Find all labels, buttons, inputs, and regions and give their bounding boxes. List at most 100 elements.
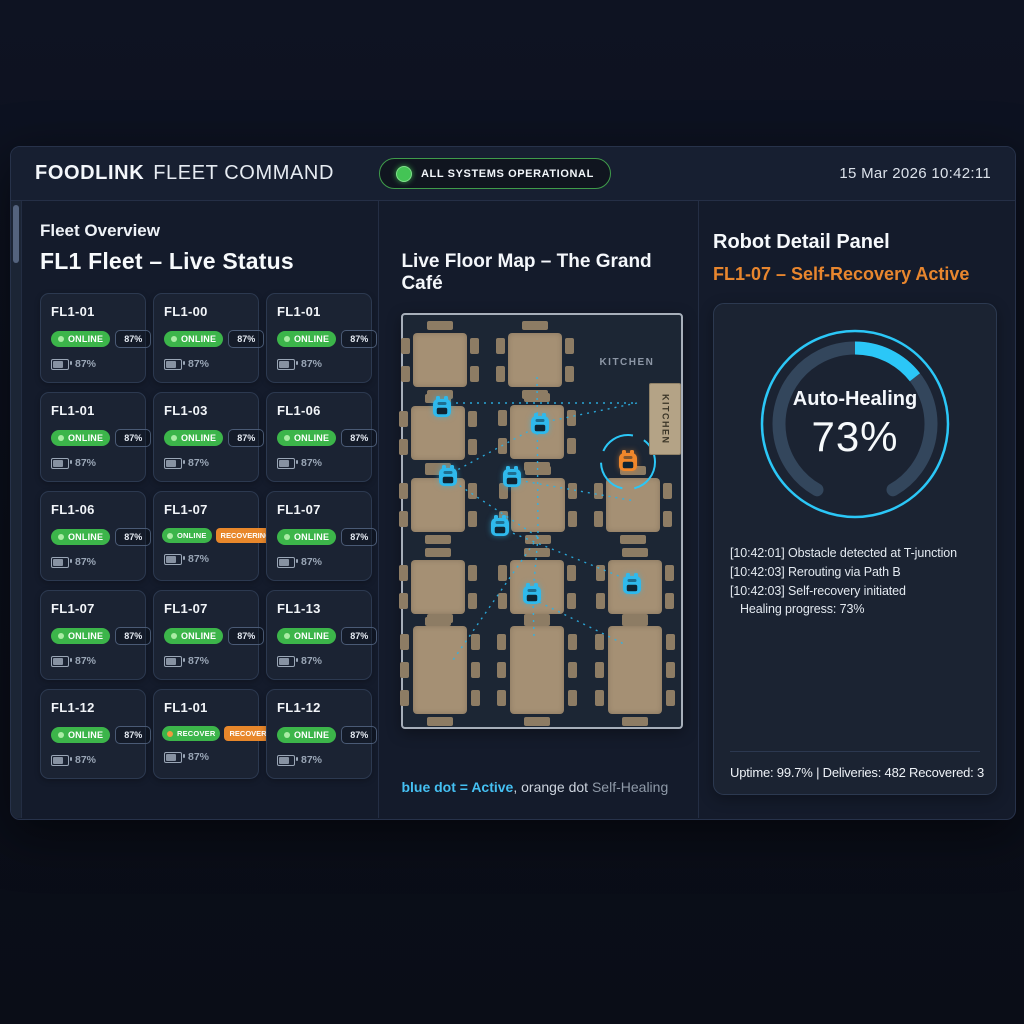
chair <box>497 634 507 650</box>
chair <box>568 511 578 527</box>
chair <box>498 565 508 581</box>
chair <box>622 717 649 726</box>
status-label: ONLINE <box>180 433 217 443</box>
secondary-badge: 87% <box>115 528 152 546</box>
robot-id: FL1-01 <box>50 403 95 418</box>
status-badge: ONLINE <box>50 331 111 347</box>
robot-marker-blue[interactable] <box>430 395 454 421</box>
status-dot-icon <box>166 532 173 539</box>
robot-card[interactable]: FL1-12 ONLINE 87% 87% <box>265 689 378 779</box>
chair <box>594 483 604 499</box>
chair <box>568 662 578 678</box>
status-badge: ONLINE <box>163 331 224 347</box>
chair <box>524 393 551 402</box>
chair <box>568 634 578 650</box>
system-status-badge[interactable]: ALL SYSTEMS OPERATIONAL <box>379 158 611 189</box>
chair <box>568 690 578 706</box>
floor-map[interactable]: KITCHEN KITCHEN <box>399 313 684 729</box>
app-logo: FOODLINK FLEET COMMAND <box>35 162 334 185</box>
scrollbar-thumb[interactable] <box>13 205 19 263</box>
event-log: [10:42:01] Obstacle detected at T-juncti… <box>730 544 980 619</box>
log-line: [10:42:03] Rerouting via Path B <box>730 564 901 579</box>
cafe-table <box>594 466 673 544</box>
fleet-title: FL1 Fleet – Live Status <box>39 248 294 274</box>
secondary-badge: 87% <box>341 330 378 348</box>
chair <box>594 511 604 527</box>
status-dot-icon <box>57 435 64 441</box>
tabletop <box>413 333 468 387</box>
robot-card[interactable]: FL1-07 ONLINE 87% 87% <box>39 590 152 680</box>
chair <box>471 634 481 650</box>
robot-card[interactable]: FL1-01 ONLINE 87% 87% <box>39 392 152 482</box>
chair <box>498 410 508 426</box>
secondary-badge: 87% <box>115 726 152 744</box>
robot-card[interactable]: FL1-13 ONLINE 87% 87% <box>265 590 378 680</box>
robot-marker-blue[interactable] <box>528 412 552 438</box>
robot-marker-blue[interactable] <box>520 582 544 608</box>
robot-icon <box>439 465 458 486</box>
status-label: ONLINE <box>67 631 104 641</box>
scrollbar[interactable] <box>11 201 22 818</box>
content-area: Fleet Overview FL1 Fleet – Live Status F… <box>11 201 1015 818</box>
battery-level: 87% <box>74 556 96 568</box>
robot-card[interactable]: FL1-01 ONLINE 87% 87% <box>265 293 378 383</box>
secondary-badge: 87% <box>115 627 152 645</box>
fleet-card-grid: FL1-01 ONLINE 87% 87% FL1-00 ONLINE 87% … <box>39 293 378 779</box>
tabletop <box>411 560 466 614</box>
battery-icon <box>163 553 185 565</box>
status-dot-icon <box>57 732 64 738</box>
battery-row: 87% <box>276 556 363 568</box>
secondary-badge: 87% <box>228 627 265 645</box>
chair <box>498 593 508 609</box>
chair <box>401 338 411 354</box>
status-badge: ONLINE <box>50 430 111 446</box>
status-label: ONLINE <box>293 631 330 641</box>
fleet-kicker: Fleet Overview <box>39 221 160 240</box>
robot-card[interactable]: FL1-06 ONLINE 87% 87% <box>265 392 378 482</box>
robot-card[interactable]: FL1-01 ONLINE 87% 87% <box>39 293 152 383</box>
battery-icon <box>163 751 185 763</box>
robot-badges: ONLINE 87% <box>50 330 152 348</box>
robot-marker-blue[interactable] <box>500 465 524 491</box>
chair <box>622 548 649 557</box>
route-lines-layer <box>442 376 657 661</box>
robot-marker-blue[interactable] <box>488 514 512 540</box>
battery-level: 87% <box>74 358 96 370</box>
robot-card[interactable]: FL1-07 ONLINE RECOVERING 87% <box>152 491 276 581</box>
battery-level: 87% <box>74 754 96 766</box>
chair <box>595 690 605 706</box>
robot-id: FL1-01 <box>163 700 208 715</box>
status-dot-icon <box>170 336 177 342</box>
robot-card[interactable]: FL1-06 ONLINE 87% 87% <box>39 491 152 581</box>
robot-badges: ONLINE 87% <box>276 429 378 447</box>
log-line: [10:42:03] Self-recovery initiated <box>730 583 906 598</box>
robot-marker-orange[interactable] <box>616 449 640 475</box>
robot-stats-footer: Uptime: 99.7% | Deliveries: 482 Recovere… <box>730 751 984 794</box>
robot-card[interactable]: FL1-07 ONLINE 87% 87% <box>152 590 265 680</box>
chair <box>468 483 478 499</box>
battery-icon <box>276 457 298 469</box>
kitchen-panel: KITCHEN <box>649 383 682 455</box>
robot-marker-blue[interactable] <box>436 464 460 490</box>
chair <box>524 717 551 726</box>
chair <box>595 634 605 650</box>
chair <box>596 593 606 609</box>
robot-card[interactable]: FL1-07 ONLINE 87% 87% <box>265 491 378 581</box>
robot-card[interactable]: FL1-00 ONLINE 87% 87% <box>152 293 265 383</box>
status-badge: ONLINE <box>163 628 224 644</box>
robot-badges: ONLINE 87% <box>163 627 265 645</box>
battery-level: 87% <box>300 556 322 568</box>
robot-card[interactable]: FL1-01 RECOVER RECOVERING 87% <box>152 689 285 779</box>
chair <box>666 662 676 678</box>
status-badge: ONLINE <box>276 331 337 347</box>
robot-marker-blue[interactable] <box>620 572 644 598</box>
chair <box>595 662 605 678</box>
status-badge: ONLINE <box>50 529 111 545</box>
robot-card[interactable]: FL1-03 ONLINE 87% 87% <box>152 392 265 482</box>
robot-badges: ONLINE 87% <box>50 429 152 447</box>
robot-card[interactable]: FL1-12 ONLINE 87% 87% <box>39 689 152 779</box>
robot-icon <box>523 583 542 604</box>
chair <box>622 614 649 623</box>
chair <box>567 438 577 454</box>
chair <box>399 593 409 609</box>
